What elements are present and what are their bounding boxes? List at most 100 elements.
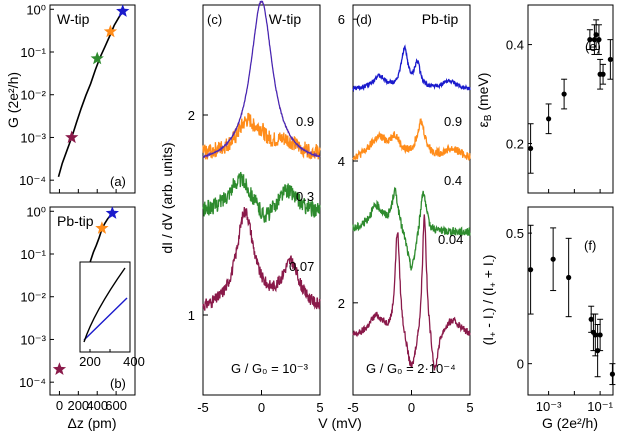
star-marker-blue bbox=[105, 206, 119, 219]
panel-b-frame bbox=[49, 206, 136, 396]
data-point bbox=[528, 145, 534, 152]
inset-x-tick-label: 400 bbox=[123, 354, 145, 369]
data-point bbox=[593, 32, 599, 38]
panel-b-label: (b) bbox=[110, 376, 126, 391]
panel-f-ylabel-group: (I+ - I-) / (I+ + I-) bbox=[480, 255, 498, 346]
x-tick-label: 0 bbox=[408, 400, 415, 415]
y-tick-label: 10⁰ bbox=[26, 2, 46, 17]
star-marker-green bbox=[90, 51, 104, 65]
panel-a-ylabel: G (2e²/h) bbox=[5, 72, 21, 128]
spectrum-blue bbox=[352, 44, 471, 93]
x-tick-label: 200 bbox=[67, 398, 89, 413]
x-tick-label: -5 bbox=[197, 400, 209, 415]
panel-a-title: W-tip bbox=[57, 11, 90, 27]
star-marker-orange bbox=[103, 24, 118, 38]
panel-b-title: Pb-tip bbox=[57, 213, 94, 229]
panel-c-curve-label-2: 0.3 bbox=[296, 189, 314, 204]
panel-d-frame bbox=[352, 4, 471, 396]
panel-d: (d) Pb-tip -5 0 5 2 4 6 0.9 0.4 0.04 G / G₀ =… bbox=[338, 4, 474, 415]
data-point bbox=[587, 37, 593, 43]
y-tick-label: 10⁻² bbox=[20, 290, 46, 305]
data-point bbox=[592, 332, 598, 338]
g-vs-dz-curve bbox=[57, 10, 124, 178]
y-tick-label: 10⁰ bbox=[26, 204, 46, 219]
x-tick-label: -5 bbox=[347, 400, 359, 415]
data-point bbox=[600, 71, 606, 77]
y-tick-label: 10⁻² bbox=[20, 88, 46, 103]
panel-c-curve-label-3: 0.07 bbox=[289, 259, 314, 274]
y-tick-label: 10⁻³ bbox=[20, 332, 46, 347]
panel-f-ylabel: (I+ - I-) / (I+ + I-) bbox=[480, 255, 498, 346]
y-tick-label: 10⁻⁴ bbox=[19, 375, 46, 390]
data-point bbox=[561, 91, 567, 97]
panel-d-title: Pb-tip bbox=[422, 11, 459, 27]
inset-x-tick-label: 200 bbox=[79, 354, 101, 369]
panel-f-label: (f) bbox=[584, 238, 596, 253]
spectrum-orange bbox=[352, 118, 471, 161]
spectrum-green bbox=[352, 186, 471, 271]
star-marker-maroon bbox=[52, 362, 67, 375]
panel-f-frame bbox=[527, 206, 614, 396]
y-tick-label: 10⁻⁴ bbox=[19, 173, 46, 188]
data-point bbox=[597, 332, 603, 338]
star-marker-maroon bbox=[65, 130, 79, 144]
y-tick-label: 6 bbox=[338, 12, 345, 27]
data-point bbox=[550, 256, 556, 262]
inset-fit-line bbox=[83, 297, 128, 341]
y-tick-label: 0 bbox=[517, 357, 524, 372]
data-point bbox=[528, 267, 534, 273]
panel-e-label: (e) bbox=[585, 39, 601, 54]
panel-f: (f) 0 0.5 10⁻³ 10⁻¹ bbox=[506, 206, 616, 414]
spectrum-maroon bbox=[352, 214, 471, 371]
panel-c-label: (c) bbox=[207, 12, 222, 27]
x-tick-label: 10⁻³ bbox=[536, 399, 562, 414]
panel-e-ylabel: εB (meV) bbox=[475, 73, 494, 128]
data-point bbox=[588, 316, 594, 322]
panel-d-curve-label-2: 0.4 bbox=[444, 173, 462, 188]
y-tick-label: 0.2 bbox=[506, 137, 524, 152]
spectrum-fit-blue bbox=[202, 0, 321, 158]
panel-c-title: W-tip bbox=[269, 11, 302, 27]
panel-e-ylabel-group: εB (meV) bbox=[475, 73, 494, 128]
x-tick-label: 0 bbox=[258, 400, 265, 415]
y-tick-label: 1 bbox=[188, 308, 195, 323]
panel-e-frame bbox=[527, 4, 614, 194]
y-tick-label: 2 bbox=[188, 108, 195, 123]
panel-a-frame bbox=[49, 4, 136, 194]
inset-frame bbox=[79, 261, 131, 353]
data-point bbox=[566, 274, 572, 281]
y-tick-label: 4 bbox=[338, 154, 345, 169]
panel-c-ylabel: dI / dV (arb. units) bbox=[159, 142, 175, 253]
panel-d-curve-label-4: G / G₀ = 2·10⁻⁴ bbox=[366, 361, 456, 376]
spectrum-maroon bbox=[202, 206, 321, 311]
panel-b-xlabel: Δz (pm) bbox=[67, 415, 116, 431]
y-tick-label: 10⁻¹ bbox=[20, 45, 46, 60]
x-tick-label: 0 bbox=[56, 398, 63, 413]
panel-c-curve-label-4: G / G₀ = 10⁻³ bbox=[231, 361, 309, 376]
panel-d-curve-label-3: 0.04 bbox=[438, 232, 463, 247]
x-tick-label: 5 bbox=[316, 400, 323, 415]
panel-c-xlabel: V (mV) bbox=[318, 415, 362, 431]
panel-f-xlabel: G (2e²/h) bbox=[542, 415, 598, 431]
data-point bbox=[609, 371, 616, 377]
y-tick-label: 2 bbox=[338, 296, 345, 311]
y-tick-label: 10⁻¹ bbox=[20, 247, 46, 262]
star-marker-orange bbox=[95, 221, 109, 234]
x-tick-label: 10⁻¹ bbox=[587, 399, 613, 414]
data-point bbox=[607, 56, 613, 63]
x-tick-label: 600 bbox=[105, 398, 127, 413]
star-marker-blue bbox=[116, 4, 130, 17]
panel-d-curve-label-1: 0.9 bbox=[444, 114, 462, 129]
x-tick-label: 400 bbox=[86, 398, 108, 413]
y-tick-label: 0.4 bbox=[506, 38, 524, 53]
panel-a: W-tip (a) 10⁰ 10⁻¹ 10⁻² 10⁻³ 10⁻⁴ bbox=[19, 2, 136, 194]
data-point bbox=[596, 37, 602, 43]
panel-c: (c) W-tip -5 0 5 1 2 0.9 0.3 0.07 G / G₀ = 1… bbox=[188, 0, 324, 415]
spectrum-green bbox=[202, 171, 321, 223]
y-tick-label: 10⁻³ bbox=[20, 130, 46, 145]
x-tick-label: 5 bbox=[466, 400, 473, 415]
panel-d-label: (d) bbox=[356, 12, 372, 27]
panel-a-label: (a) bbox=[110, 174, 126, 189]
